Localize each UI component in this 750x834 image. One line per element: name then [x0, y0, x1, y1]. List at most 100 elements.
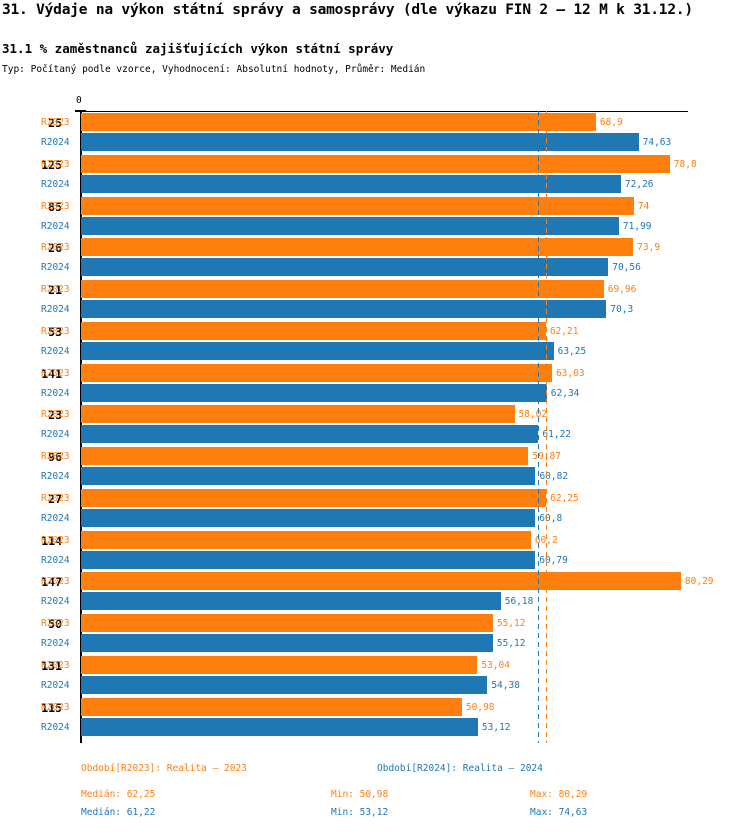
stat-median-r2024: Medián: 61,22	[81, 807, 156, 818]
series-label-r2024: R2024	[41, 345, 70, 357]
bar-r2023[interactable]	[81, 655, 478, 674]
bar-r2023[interactable]	[81, 697, 462, 716]
bar-r2024[interactable]	[81, 174, 621, 193]
bar-r2024[interactable]	[81, 341, 554, 360]
bar-value-label: 69,96	[607, 284, 637, 295]
series-label-r2024: R2024	[41, 304, 70, 315]
chart-subtitle: 31.1 % zaměstnanců zajišťujících výkon s…	[2, 41, 394, 56]
bar-r2024[interactable]	[81, 300, 607, 318]
bar-r2023[interactable]	[81, 488, 547, 507]
category-label: 96	[48, 450, 62, 464]
bar-r2023[interactable]	[81, 405, 515, 424]
bar-r2023[interactable]	[81, 113, 596, 131]
bar-r2024[interactable]	[81, 717, 478, 736]
bar-value-label: 62,25	[550, 492, 579, 504]
series-label-r2024: R2024	[41, 137, 70, 148]
series-label-r2024: R2024	[41, 262, 70, 274]
bar-value-label: 70,56	[612, 262, 641, 274]
legend-item-r2024: Období[R2024]: Realita – 2024	[377, 763, 543, 774]
series-label-r2023: R2023	[41, 158, 70, 170]
bar-value-label: 62,34	[550, 387, 580, 399]
bar-value-label: 74	[637, 200, 650, 212]
bar-r2024[interactable]	[81, 133, 639, 151]
bar-r2024[interactable]	[81, 508, 536, 527]
bar-r2023[interactable]	[81, 614, 493, 632]
bar-value-label: 55,12	[496, 618, 526, 629]
bar-value-label: 62,21	[549, 325, 579, 337]
series-label-r2023: R2023	[41, 451, 70, 462]
bar-r2024[interactable]	[81, 258, 609, 277]
stat-min-r2023: Min: 50,98	[331, 789, 389, 800]
chart-footer: Období[R2023]: Realita – 2023 Období[R20…	[0, 758, 750, 834]
series-label-r2024: R2024	[41, 387, 70, 399]
category-label: 50	[48, 617, 62, 631]
series-label-r2023: R2023	[41, 659, 70, 671]
bar-value-label: 78,8	[673, 158, 697, 170]
category-label: 26	[48, 241, 62, 256]
stat-max-r2023: Max: 80,29	[530, 789, 588, 800]
series-label-r2023: R2023	[41, 618, 70, 629]
bar-r2023[interactable]	[81, 280, 604, 298]
bar-r2023[interactable]	[81, 238, 634, 257]
bar-r2024[interactable]	[81, 592, 501, 611]
series-label-r2023: R2023	[41, 409, 70, 421]
bar-r2024[interactable]	[81, 467, 536, 485]
plot-top-rule	[81, 111, 688, 112]
bar-value-label: 56,18	[504, 596, 534, 608]
bar-r2024[interactable]	[81, 675, 488, 694]
series-label-r2023: R2023	[41, 534, 70, 546]
bar-value-label: 61,22	[542, 429, 572, 441]
category-label: 125	[41, 157, 62, 172]
bar-value-label: 71,99	[622, 220, 652, 232]
legend-item-r2023: Období[R2023]: Realita – 2023	[81, 763, 247, 774]
stat-median-r2023: Medián: 62,25	[81, 789, 156, 800]
bar-r2024[interactable]	[81, 425, 539, 444]
axis-zero-tick-label: 0	[76, 95, 82, 106]
bar-r2023[interactable]	[81, 154, 670, 173]
bar-r2024[interactable]	[81, 634, 493, 652]
bar-r2024[interactable]	[81, 383, 547, 402]
bar-value-label: 63,25	[557, 345, 587, 357]
category-label: 53	[48, 324, 62, 339]
category-label: 131	[41, 658, 62, 673]
bar-value-label: 50,98	[465, 701, 495, 713]
series-label-r2023: R2023	[41, 242, 70, 254]
series-label-r2023: R2023	[41, 200, 70, 212]
bar-r2023[interactable]	[81, 447, 529, 465]
series-label-r2023: R2023	[41, 576, 70, 588]
series-label-r2024: R2024	[41, 554, 70, 566]
bar-r2023[interactable]	[81, 321, 546, 340]
bar-value-label: 68,9	[599, 117, 623, 128]
bar-r2024[interactable]	[81, 550, 536, 569]
bar-value-label: 63,03	[555, 367, 585, 379]
category-label: 85	[48, 199, 62, 214]
bar-r2023[interactable]	[81, 363, 552, 382]
category-label: 23	[48, 408, 62, 423]
bar-chart-plot: 0 25 R2023 68,9 R2024 74,63 125 R2023 78,8 R2024…	[41, 95, 714, 743]
bar-value-label: 60,8	[539, 512, 563, 524]
series-label-r2024: R2024	[41, 596, 70, 608]
bar-r2023[interactable]	[81, 572, 681, 591]
bar-r2024[interactable]	[81, 216, 619, 235]
bar-value-label: 70,3	[610, 304, 634, 315]
category-label: 25	[48, 116, 62, 130]
series-label-r2024: R2024	[41, 220, 70, 232]
bar-value-label: 60,82	[539, 471, 569, 482]
series-label-r2024: R2024	[41, 638, 70, 649]
bar-value-label: 80,29	[684, 576, 714, 588]
bar-r2023[interactable]	[81, 530, 531, 549]
bar-value-label: 60,79	[539, 554, 568, 566]
chart-meta-line: Typ: Počítaný podle vzorce, Vyhodnocení:…	[2, 64, 426, 75]
stat-min-r2024: Min: 53,12	[331, 807, 389, 818]
bar-value-label: 72,26	[624, 178, 654, 190]
stat-max-r2024: Max: 74,63	[530, 807, 588, 818]
series-label-r2023: R2023	[41, 492, 70, 504]
series-label-r2023: R2023	[41, 325, 70, 337]
bar-value-label: 54,38	[491, 679, 520, 691]
series-label-r2024: R2024	[41, 178, 70, 190]
category-label: 115	[41, 700, 62, 715]
series-label-r2024: R2024	[41, 721, 70, 733]
bar-value-label: 55,12	[496, 638, 526, 649]
bar-r2023[interactable]	[81, 196, 634, 215]
